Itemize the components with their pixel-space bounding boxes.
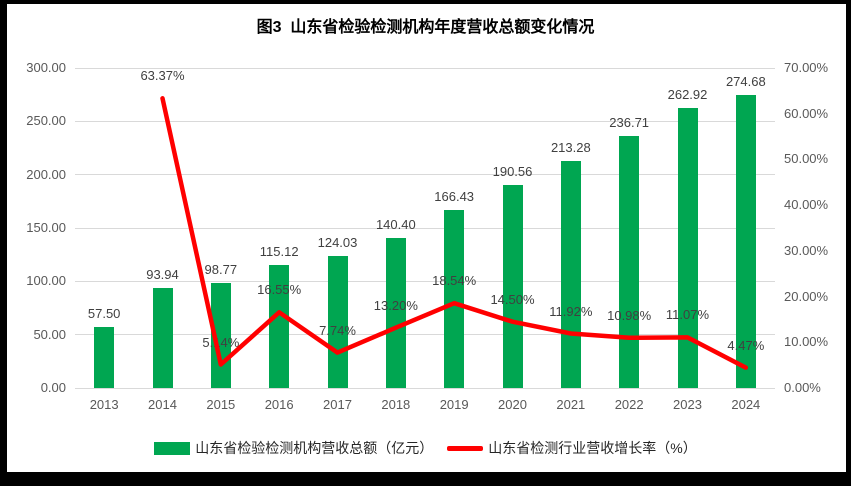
revenue-bar: [269, 265, 290, 388]
gridline: [75, 334, 775, 336]
x-axis-line: [75, 387, 775, 389]
secondary-axis-tick-label: 0.00%: [784, 380, 821, 395]
revenue-bar: [619, 135, 640, 388]
x-axis-year-label: 2022: [614, 397, 644, 412]
x-axis-year-label: 2016: [264, 397, 294, 412]
line-value-label: 63.37%: [140, 68, 185, 84]
legend-label-growth: 山东省检测行业营收增长率（%）: [488, 440, 697, 456]
line-value-label: 7.74%: [319, 322, 356, 338]
line-value-label: 4.47%: [727, 337, 765, 353]
line-value-label: 11.07%: [665, 307, 710, 323]
revenue-bar: [677, 107, 698, 388]
gridline: [75, 227, 775, 229]
x-axis-year-label: 2014: [148, 397, 177, 412]
y-axis-tick-label: 250.00: [26, 113, 66, 129]
bar-value-label: 115.12: [259, 244, 299, 260]
bar-value-label: 98.77: [204, 261, 238, 277]
line-value-label: 18.54%: [432, 273, 477, 289]
bar-value-label: 124.03: [317, 234, 358, 250]
secondary-axis-tick-label: 10.00%: [784, 334, 829, 350]
chart-surface: [7, 4, 846, 472]
revenue-bar: [94, 326, 115, 388]
secondary-axis-tick-label: 70.00%: [784, 60, 829, 75]
y-axis-tick-label: 300.00: [26, 60, 66, 75]
x-axis-year-label: 2020: [498, 397, 527, 412]
y-axis-tick-label: 0.00: [40, 380, 66, 395]
secondary-axis-tick-label: 20.00%: [784, 288, 829, 304]
line-value-label: 14.50%: [490, 291, 535, 307]
x-axis-year-label: 2018: [381, 397, 411, 412]
line-series-swatch-icon: [447, 445, 484, 451]
gridline: [75, 67, 775, 69]
y-axis-tick-label: 200.00: [26, 166, 66, 182]
x-axis-year-label: 2021: [556, 397, 586, 412]
x-axis-year-label: 2013: [89, 397, 119, 412]
line-value-label: 11.92%: [549, 303, 593, 319]
bar-value-label: 262.92: [667, 86, 708, 102]
secondary-axis-tick-label: 40.00%: [784, 197, 829, 213]
revenue-bar: [327, 255, 348, 388]
line-value-label: 16.55%: [257, 282, 302, 298]
bar-value-label: 236.71: [609, 114, 650, 130]
legend: 山东省检验检测机构营收总额（亿元） 山东省检测行业营收增长率（%）: [0, 438, 851, 458]
legend-label-revenue: 山东省检验检测机构营收总额（亿元）: [195, 440, 434, 456]
y-axis-tick-label: 150.00: [26, 220, 66, 235]
bar-value-label: 166.43: [434, 189, 475, 205]
bar-value-label: 93.94: [146, 266, 179, 282]
revenue-bar: [502, 184, 523, 388]
x-axis-year-label: 2023: [673, 397, 702, 412]
line-value-label: 10.98%: [607, 307, 652, 323]
secondary-axis-tick-label: 30.00%: [784, 242, 829, 258]
revenue-bar: [385, 238, 406, 388]
revenue-bar: [444, 210, 465, 388]
x-axis-year-label: 2019: [439, 397, 469, 412]
y-axis-tick-label: 100.00: [26, 273, 66, 289]
chart-title: 图3 山东省检验检测机构年度营收总额变化情况: [256, 19, 595, 36]
bar-value-label: 140.40: [375, 217, 416, 233]
x-axis-year-label: 2015: [206, 397, 236, 412]
line-value-label: 5.14%: [202, 334, 240, 350]
x-axis-year-label: 2024: [731, 397, 761, 412]
revenue-bar: [152, 287, 173, 388]
gridline: [75, 120, 775, 122]
bar-value-label: 213.28: [550, 139, 591, 155]
secondary-axis-tick-label: 50.00%: [784, 151, 829, 167]
bar-series-swatch-icon: [154, 441, 191, 455]
bar-value-label: 190.56: [492, 163, 533, 179]
revenue-bar: [735, 95, 756, 388]
gridline: [75, 280, 775, 282]
x-axis-year-label: 2017: [323, 397, 352, 412]
legend-item-growth: 山东省检测行业营收增长率（%）: [447, 438, 697, 458]
gridline: [75, 174, 775, 176]
line-value-label: 13.20%: [373, 297, 418, 313]
secondary-axis-tick-label: 60.00%: [784, 105, 829, 121]
growth-line: [160, 96, 749, 370]
legend-item-revenue: 山东省检验检测机构营收总额（亿元）: [154, 438, 433, 458]
y-axis-tick-label: 50.00: [33, 326, 66, 342]
bar-value-label: 57.50: [87, 305, 121, 321]
bar-value-label: 274.68: [725, 74, 766, 89]
